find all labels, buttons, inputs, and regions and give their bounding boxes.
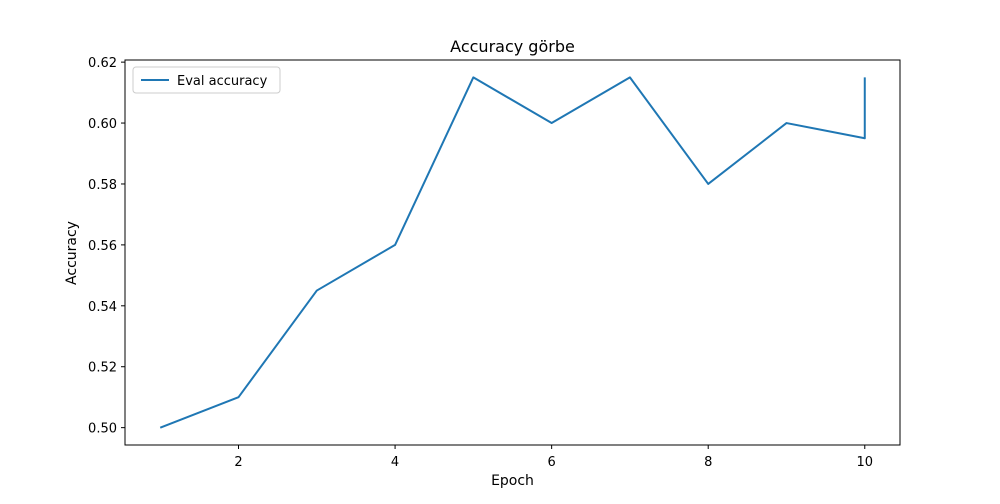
- x-tick-label: 8: [704, 455, 712, 470]
- y-tick-label: 0.60: [88, 117, 117, 132]
- x-tick-label: 2: [234, 455, 242, 470]
- legend-label: Eval accuracy: [177, 74, 268, 89]
- y-tick-label: 0.50: [88, 422, 117, 437]
- chart-title: Accuracy görbe: [450, 37, 575, 56]
- series-line-eval-accuracy: [159, 76, 866, 429]
- y-tick-label: 0.58: [88, 178, 117, 193]
- legend-box: [132, 66, 281, 94]
- x-tick-label: 10: [856, 455, 873, 470]
- y-axis-label: Accuracy: [64, 221, 80, 285]
- x-tick-label: 6: [548, 455, 556, 470]
- y-tick-label: 0.62: [88, 56, 117, 71]
- y-tick-label: 0.56: [88, 239, 117, 254]
- x-axis-label: Epoch: [491, 473, 534, 489]
- plot-frame: [124, 59, 901, 446]
- y-tick-label: 0.52: [88, 361, 117, 376]
- y-tick-label: 0.54: [88, 300, 117, 315]
- x-tick-label: 4: [391, 455, 399, 470]
